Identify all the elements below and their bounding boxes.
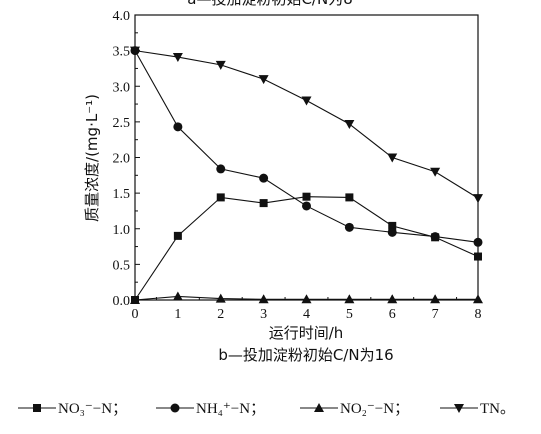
marker-square — [216, 193, 225, 202]
series-triangle-up — [130, 291, 483, 304]
legend-item-square: NO₃⁻−N； — [18, 401, 127, 417]
plot-frame — [134, 14, 479, 301]
marker-triangle-up — [387, 294, 398, 304]
marker-triangle-up — [258, 294, 269, 304]
marker-circle — [173, 122, 183, 132]
marker-square — [388, 221, 397, 230]
y-tick-label: 3.5 — [113, 45, 131, 60]
marker-square — [474, 252, 482, 261]
series-line — [134, 196, 479, 301]
series-triangle-down — [130, 46, 483, 204]
marker-triangle-up — [473, 294, 483, 304]
marker-triangle-down — [473, 194, 483, 204]
marker-circle — [170, 403, 180, 413]
marker-circle — [387, 227, 397, 237]
legend-item-triangle-up: NO₂⁻−N； — [300, 401, 409, 417]
y-tick-label: 2.0 — [113, 152, 131, 167]
marker-triangle-down — [258, 75, 269, 85]
x-tick-label: 8 — [475, 307, 482, 322]
y-tick-label: 0.0 — [113, 294, 131, 309]
marker-triangle-down — [344, 120, 355, 130]
marker-triangle-up — [130, 295, 140, 304]
legend-label: NO₂⁻−N； — [340, 401, 409, 417]
x-tick-label: 3 — [260, 307, 267, 322]
legend: NO₃⁻−N； NH₄⁺−N； NO₂⁻−N； TN。 — [18, 401, 515, 417]
y-tick-label: 1.5 — [113, 187, 131, 202]
series-circle — [130, 46, 483, 247]
x-tick-label: 1 — [174, 307, 181, 322]
legend-item-circle: NH₄⁺−N； — [156, 401, 265, 417]
x-tick-label: 7 — [432, 307, 439, 322]
series-line — [134, 50, 479, 243]
marker-circle — [473, 237, 483, 247]
legend-label: TN。 — [480, 401, 515, 417]
legend-item-triangle-down: TN。 — [440, 401, 515, 417]
x-tick-label: 6 — [389, 307, 396, 322]
marker-square — [345, 193, 354, 202]
marker-triangle-down — [430, 167, 441, 177]
series-line — [134, 50, 479, 199]
top-caption-fragment: a—投加淀粉初始C/N为8 — [187, 0, 352, 8]
marker-square — [173, 231, 182, 240]
marker-triangle-up — [430, 294, 441, 304]
marker-triangle-down — [387, 153, 398, 163]
chart-caption: b—投加淀粉初始C/N为16 — [218, 346, 393, 364]
x-tick-label: 0 — [132, 307, 139, 322]
marker-triangle-up — [215, 293, 226, 303]
y-tick-label: 0.5 — [113, 258, 131, 273]
y-tick-label: 4.0 — [113, 9, 131, 24]
legend-label: NH₄⁺−N； — [196, 401, 265, 417]
x-tick-label: 4 — [303, 307, 310, 322]
marker-triangle-up — [301, 294, 312, 304]
x-tick-label: 5 — [346, 307, 353, 322]
marker-triangle-down — [130, 46, 140, 56]
marker-triangle-down — [301, 96, 312, 106]
marker-square — [259, 199, 268, 208]
series-layer — [130, 46, 483, 304]
marker-square — [33, 404, 41, 412]
marker-circle — [259, 173, 269, 183]
marker-triangle-down — [454, 404, 464, 413]
marker-triangle-down — [172, 53, 183, 63]
marker-circle — [344, 222, 354, 232]
marker-circle — [216, 164, 226, 174]
y-axis-label: 质量浓度/(mg·L⁻¹) — [83, 94, 101, 222]
marker-triangle-down — [215, 60, 226, 70]
legend-label: NO₃⁻−N； — [58, 401, 127, 417]
marker-triangle-up — [314, 403, 324, 412]
marker-square — [302, 192, 311, 201]
x-axis-label: 运行时间/h — [269, 324, 344, 342]
marker-circle — [430, 232, 440, 242]
marker-triangle-up — [344, 294, 355, 304]
marker-circle — [302, 201, 311, 211]
y-tick-label: 1.0 — [113, 223, 131, 238]
x-tick-label: 2 — [217, 307, 224, 322]
y-tick-label: 3.0 — [113, 80, 131, 95]
y-ticks: 0.0 0.5 1.0 1.5 2.0 2.5 3.0 3.5 4.0 — [113, 9, 140, 309]
marker-triangle-up — [172, 291, 183, 301]
y-tick-label: 2.5 — [113, 116, 131, 131]
